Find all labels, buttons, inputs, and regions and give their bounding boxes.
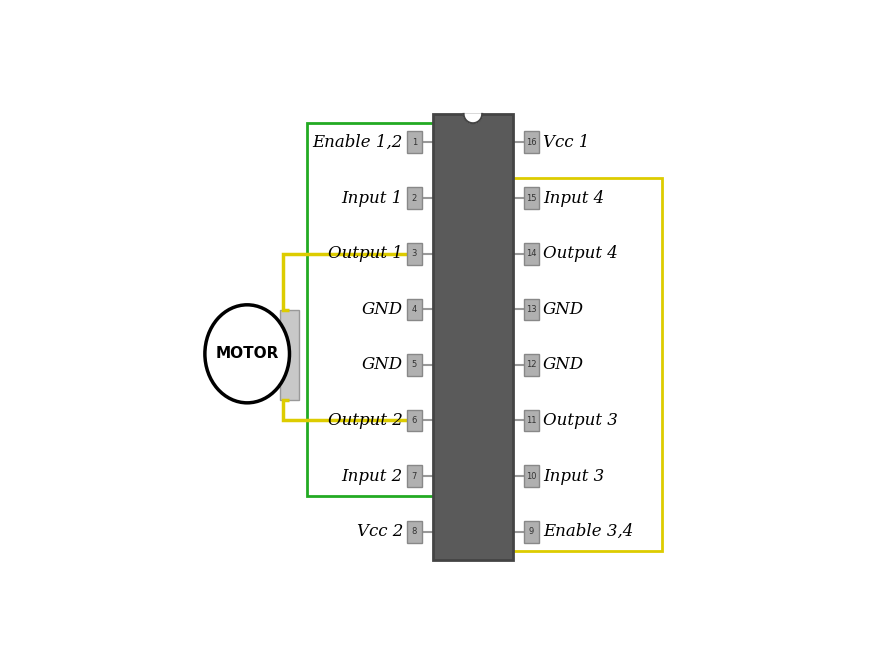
Text: 15: 15 [526, 194, 537, 202]
Text: 13: 13 [526, 305, 537, 314]
Ellipse shape [205, 305, 289, 403]
Bar [407, 521, 422, 543]
Bar [524, 354, 538, 376]
Bar [407, 299, 422, 320]
Text: GND: GND [543, 356, 584, 373]
Text: Output 2: Output 2 [328, 412, 403, 429]
Text: Enable 3,4: Enable 3,4 [543, 523, 633, 540]
Text: Vcc 2: Vcc 2 [357, 523, 403, 540]
Bar [524, 131, 538, 153]
Text: GND: GND [362, 356, 403, 373]
Text: Vcc 1: Vcc 1 [543, 134, 589, 151]
Bar [524, 299, 538, 320]
Bar [524, 409, 538, 431]
Bar [279, 310, 299, 400]
Text: 7: 7 [412, 472, 417, 480]
Text: 8: 8 [412, 527, 417, 536]
Bar [407, 187, 422, 209]
Text: 12: 12 [526, 360, 537, 369]
Text: 11: 11 [526, 416, 537, 425]
Text: MOTOR: MOTOR [215, 346, 279, 361]
Text: 6: 6 [412, 416, 417, 425]
Text: 9: 9 [529, 527, 534, 536]
Bar [407, 243, 422, 265]
Polygon shape [464, 114, 482, 123]
Text: 4: 4 [412, 305, 417, 314]
Bar [407, 409, 422, 431]
Text: Input 1: Input 1 [342, 190, 403, 206]
Text: 10: 10 [526, 472, 537, 480]
Text: 14: 14 [526, 249, 537, 258]
Bar [407, 354, 422, 376]
Text: Output 3: Output 3 [543, 412, 618, 429]
Bar [524, 521, 538, 543]
Bar [306, 123, 494, 496]
Text: 16: 16 [526, 138, 537, 147]
Bar [407, 465, 422, 487]
Bar [452, 178, 662, 551]
Bar [407, 131, 422, 153]
Text: Input 3: Input 3 [543, 468, 604, 484]
Text: GND: GND [543, 301, 584, 318]
Text: Input 4: Input 4 [543, 190, 604, 206]
Text: 3: 3 [412, 249, 417, 258]
Text: Output 1: Output 1 [328, 245, 403, 262]
Text: GND: GND [362, 301, 403, 318]
Text: 1: 1 [412, 138, 417, 147]
Text: 5: 5 [412, 360, 417, 369]
Bar [524, 465, 538, 487]
Bar [524, 243, 538, 265]
Bar [433, 114, 513, 560]
Text: Enable 1,2: Enable 1,2 [312, 134, 403, 151]
Text: 2: 2 [412, 194, 417, 202]
Text: Input 2: Input 2 [342, 468, 403, 484]
Text: Output 4: Output 4 [543, 245, 618, 262]
Bar [524, 187, 538, 209]
